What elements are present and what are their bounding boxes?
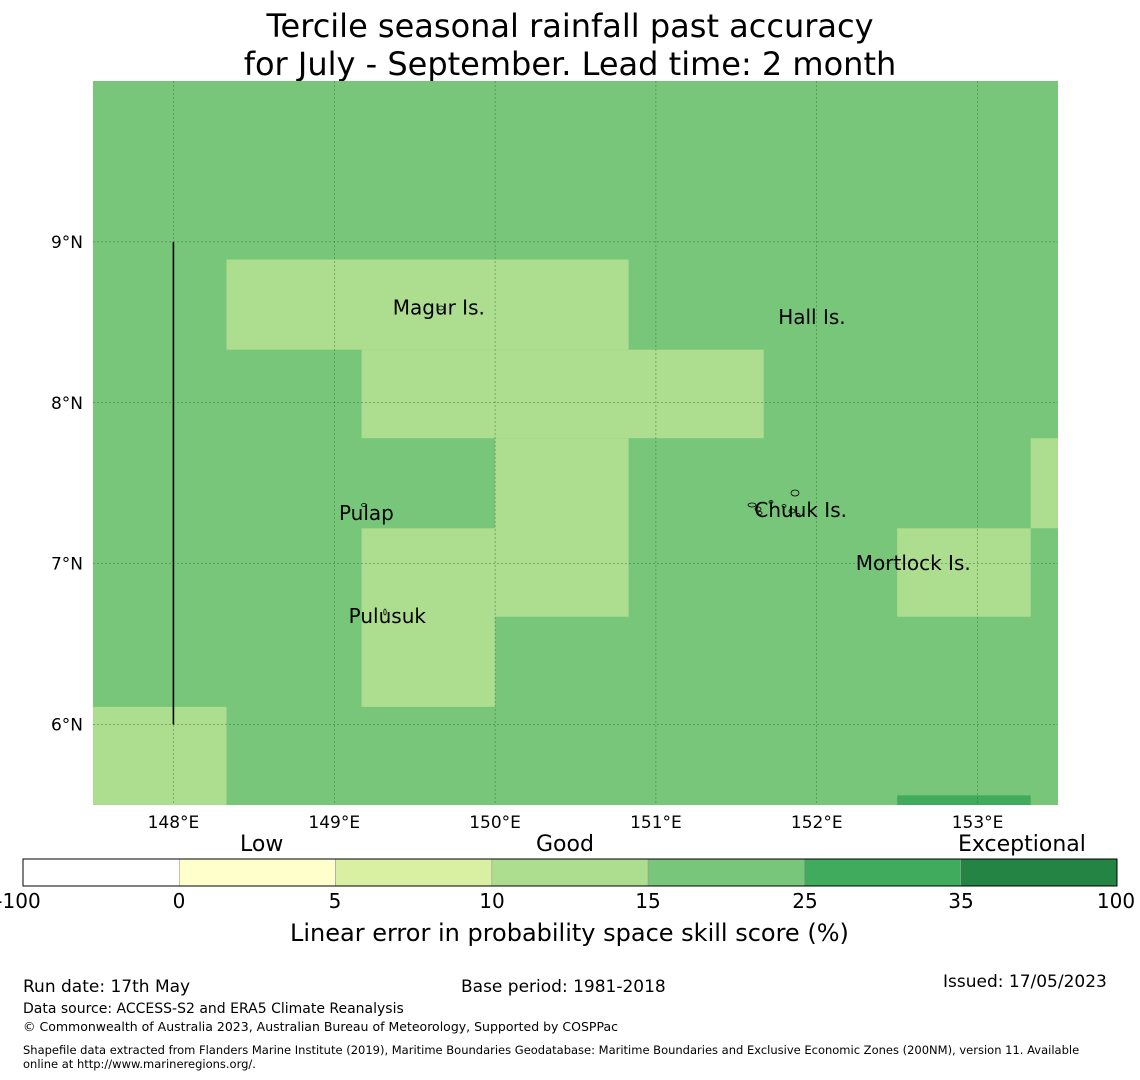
island-outline [361,503,367,507]
island-outline [437,305,445,311]
data-source: Data source: ACCESS-S2 and ERA5 Climate … [23,1001,404,1017]
colorbar-segment [22,858,180,887]
longitude-tick-label: 151°E [630,813,682,833]
place-label: Mortlock Is. [856,551,971,575]
place-label: Chuuk Is. [754,498,847,522]
island-outline [747,502,757,508]
skill-score-cell [93,706,227,805]
place-label: Magur Is. [393,295,485,319]
latitude-tick-label: 9°N [51,233,83,253]
skill-score-cell [226,259,629,350]
colorbar-segment [804,858,962,887]
island-outline [795,513,801,517]
map-title-line-2: for July - September. Lead time: 2 month [243,45,897,83]
colorbar-segment [647,858,805,887]
colorbar-axis-label: Linear error in probability space skill … [290,919,849,947]
colorbar-frame [22,858,1118,887]
island-outline [754,506,762,512]
colorbar-tick: -100 [0,889,41,913]
island-outline [788,508,796,514]
skill-score-cell [495,438,629,617]
colorbar-tick: 5 [328,889,342,913]
island-outline [383,608,387,616]
colorbar-segment [335,858,493,887]
latitude-tick-label: 6°N [51,716,83,736]
island-outline [790,489,800,497]
skill-score-cell [361,528,496,707]
island-outline [781,504,787,508]
colorbar-tick: 10 [479,889,505,913]
skill-score-cell [897,528,1031,617]
colorbar-segment [178,858,336,887]
longitude-tick-label: 150°E [469,813,521,833]
colorbar-tick: 0 [172,889,186,913]
skill-score-cell [361,349,764,439]
run-date: Run date: 17th May [23,977,191,997]
colorbar-segment [960,858,1118,887]
island-outline [768,500,774,504]
colorbar-tick: 35 [948,889,974,913]
longitude-tick-label: 148°E [148,813,200,833]
colorbar-tick: 15 [635,889,661,913]
skill-score-cell [1030,438,1058,529]
latitude-tick-label: 7°N [51,555,83,575]
colorbar-segment [491,858,649,887]
place-label: Hall Is. [778,305,845,329]
shapefile-credit-line-2: online at http://www.marineregions.org/. [23,1057,256,1071]
map-title-line-1: Tercile seasonal rainfall past accuracy [266,7,874,45]
colorbar-tick: 25 [792,889,818,913]
skill-score-cell [897,795,1031,805]
island-outline [757,511,763,515]
copyright-notice: © Commonwealth of Australia 2023, Austra… [23,1019,618,1034]
longitude-tick-label: 149°E [308,813,360,833]
category-label-good: Good [536,832,594,857]
rainfall-accuracy-map: Magur Is. Hall Is. Pulap Chuuk Is. Mortlock … [22,81,1118,887]
base-period: Base period: 1981-2018 [461,977,666,997]
place-label: Pulap [339,501,394,525]
longitude-tick-label: 152°E [791,813,843,833]
category-label-low: Low [240,832,284,857]
colorbar-tick: 100 [1096,889,1136,913]
shapefile-credit-line-1: Shapefile data extracted from Flanders M… [23,1043,1080,1057]
category-label-exceptional: Exceptional [958,832,1086,857]
latitude-tick-label: 8°N [51,394,83,414]
longitude-tick-label: 153°E [952,813,1004,833]
place-label: Pulusuk [349,604,427,628]
issued-date: Issued: 17/05/2023 [943,972,1107,992]
